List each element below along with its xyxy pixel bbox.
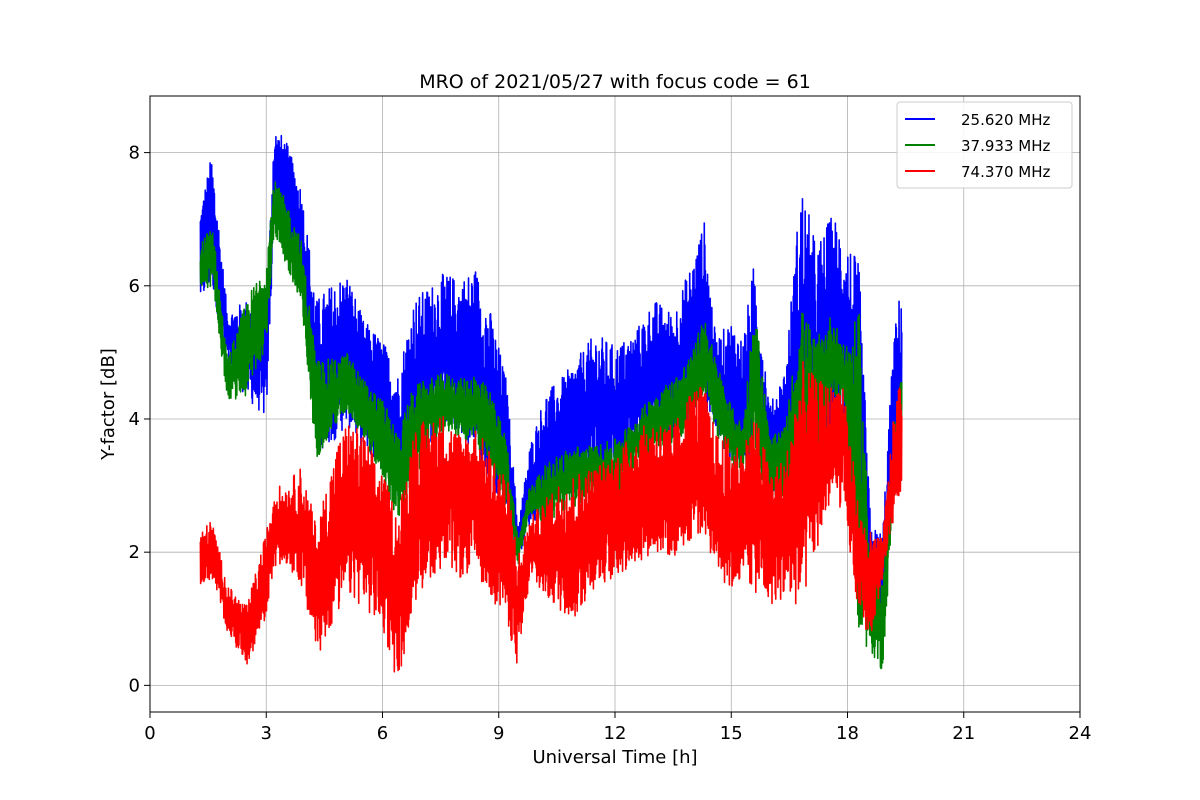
- x-axis: 0 3 6 9 12 15 18 21 24: [144, 712, 1091, 744]
- legend-label: 74.370 MHz: [961, 163, 1050, 181]
- y-tick-label: 8: [129, 143, 140, 164]
- y-tick-label: 2: [129, 542, 140, 563]
- x-tick-label: 0: [144, 723, 155, 744]
- series-line-3: [199, 361, 903, 673]
- x-tick-label: 15: [720, 723, 743, 744]
- series-layer: [199, 134, 903, 673]
- legend-box: [896, 101, 1073, 189]
- legend: 25.620 MHz 37.933 MHz 74.370 MHz: [896, 101, 1073, 189]
- y-tick-label: 4: [129, 409, 140, 430]
- legend-label: 25.620 MHz: [961, 111, 1050, 129]
- y-tick-label: 6: [129, 276, 140, 297]
- y-axis: 0 2 4 6 8: [129, 143, 150, 696]
- x-tick-label: 12: [604, 723, 627, 744]
- x-axis-label: Universal Time [h]: [532, 747, 697, 768]
- y-tick-label: 0: [129, 675, 140, 696]
- x-tick-label: 18: [836, 723, 859, 744]
- y-axis-label: Y-factor [dB]: [98, 348, 119, 461]
- x-tick-label: 6: [377, 723, 388, 744]
- series-line-2: [199, 181, 903, 670]
- chart-title: MRO of 2021/05/27 with focus code = 61: [419, 71, 811, 93]
- legend-label: 37.933 MHz: [961, 137, 1050, 155]
- x-tick-label: 21: [952, 723, 975, 744]
- x-tick-label: 3: [261, 723, 272, 744]
- x-tick-label: 9: [493, 723, 504, 744]
- x-tick-label: 24: [1069, 723, 1092, 744]
